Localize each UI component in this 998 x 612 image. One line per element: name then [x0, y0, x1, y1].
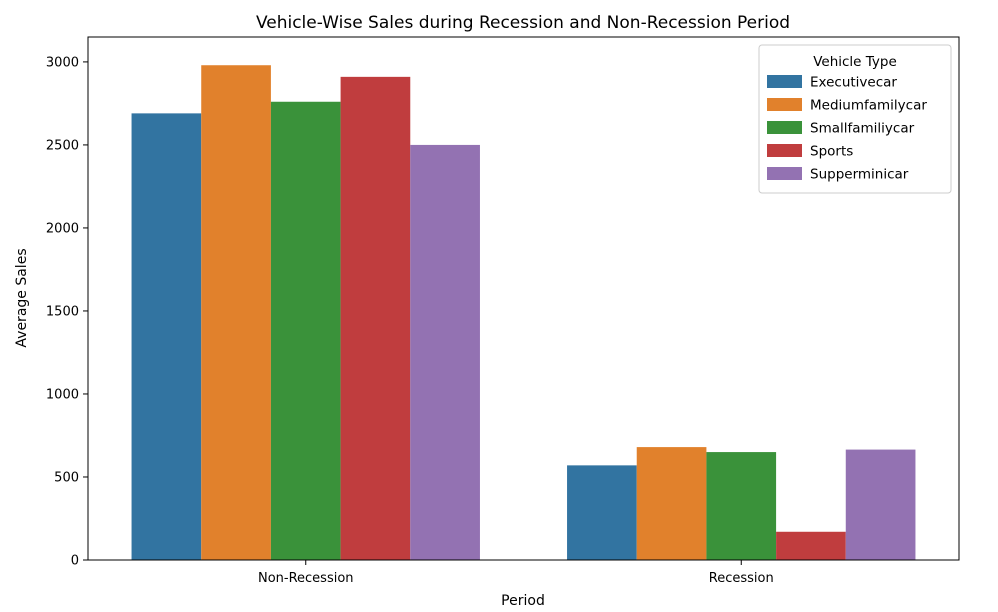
bar-smallfamiliycar-recession: [706, 452, 777, 560]
legend-label-smallfamiliycar: Smallfamiliycar: [810, 121, 915, 137]
bar-mediumfamilycar-recession: [636, 447, 707, 560]
y-axis: 0 500 1000 1500 2000 2500 3000: [46, 55, 88, 569]
legend-label-sports: Sports: [810, 144, 853, 160]
bar-supperminicar-recession: [845, 449, 916, 560]
y-tick-label: 1500: [46, 304, 79, 319]
legend-label-executivecar: Executivecar: [810, 75, 897, 91]
bar-executivecar-recession: [567, 465, 637, 560]
x-axis-label: Period: [501, 593, 545, 609]
x-axis: Non-Recession Recession: [258, 560, 774, 586]
legend-swatch-executivecar: [767, 75, 802, 88]
y-tick-label: 1000: [46, 387, 79, 402]
chart-title: Vehicle-Wise Sales during Recession and …: [256, 13, 790, 33]
y-tick-label: 500: [54, 470, 79, 485]
y-tick-label: 2500: [46, 138, 79, 153]
legend-swatch-smallfamiliycar: [767, 121, 802, 134]
y-tick-label: 3000: [46, 55, 79, 70]
legend-label-supperminicar: Supperminicar: [810, 167, 909, 183]
legend-swatch-supperminicar: [767, 167, 802, 180]
legend-items: Executivecar Mediumfamilycar Smallfamiliyc…: [767, 75, 927, 183]
legend-title: Vehicle Type: [813, 54, 897, 70]
x-tick-label: Non-Recession: [258, 571, 354, 586]
legend-swatch-mediumfamilycar: [767, 98, 802, 111]
legend-swatch-sports: [767, 144, 802, 157]
legend-frame: [758, 44, 952, 194]
bar-sports-recession: [776, 531, 846, 560]
legend: Vehicle Type Executivecar Mediumfamilycar…: [758, 44, 952, 194]
bar-smallfamiliycar-non-recession: [270, 101, 341, 560]
y-tick-label: 0: [71, 554, 79, 569]
bar-mediumfamilycar-non-recession: [201, 65, 271, 560]
bar-executivecar-non-recession: [131, 113, 202, 561]
bar-sports-non-recession: [340, 76, 411, 560]
x-tick-label: Recession: [709, 571, 774, 586]
bars-group: [131, 65, 916, 561]
y-tick-label: 2000: [46, 221, 79, 236]
bar-supperminicar-non-recession: [410, 144, 480, 561]
plot-frame: [87, 36, 960, 561]
y-axis-label: Average Sales: [14, 248, 30, 347]
legend-label-mediumfamilycar: Mediumfamilycar: [810, 98, 927, 114]
